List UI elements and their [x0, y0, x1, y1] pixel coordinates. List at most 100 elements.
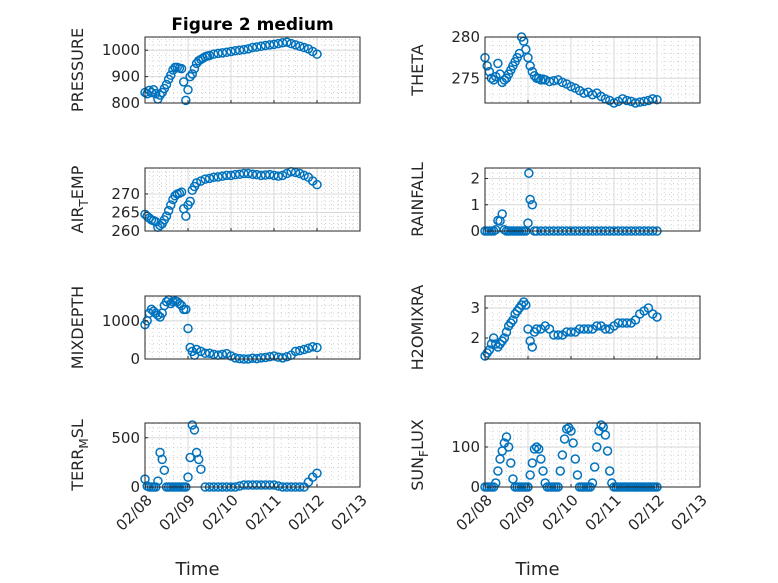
data-point: [482, 61, 492, 71]
data-point: [166, 70, 176, 81]
data-point: [570, 454, 581, 464]
data-point: [549, 75, 559, 86]
data-point: [587, 90, 598, 100]
data-point: [572, 470, 583, 480]
data-point: [189, 63, 200, 74]
data-point: [290, 346, 301, 357]
data-point: [290, 40, 301, 50]
data-point: [185, 196, 195, 207]
y-tick-label: 800: [111, 94, 140, 112]
data-point: [166, 200, 176, 210]
data-point: [295, 345, 305, 356]
axes-box: [144, 167, 361, 232]
data-point: [295, 168, 305, 179]
data-point: [194, 454, 204, 465]
data-point: [523, 52, 533, 63]
data-point: [493, 58, 503, 69]
data-point: [159, 465, 170, 476]
data-point: [525, 194, 535, 205]
data-point: [157, 454, 167, 465]
data-point: [604, 466, 615, 476]
data-point: [161, 211, 172, 221]
data-point: [602, 446, 613, 456]
data-point: [521, 44, 531, 55]
data-point: [234, 45, 245, 55]
data-point: [525, 61, 535, 71]
data-point: [204, 173, 215, 184]
data-point: [592, 321, 602, 331]
data-point: [303, 477, 314, 487]
data-point: [592, 442, 602, 452]
subplot-6: 2 3 H2OMIXRA: [408, 285, 701, 371]
data-point: [506, 458, 516, 468]
data-point: [652, 94, 662, 105]
data-point: [260, 352, 271, 363]
data-point: [531, 442, 542, 452]
y-tick-label: 2: [470, 329, 480, 347]
data-point: [187, 69, 198, 79]
data-point: [189, 425, 200, 435]
y-axis-label: H2OMIXRA: [408, 285, 427, 371]
data-point: [525, 470, 535, 480]
y-axis-label: THETA: [408, 44, 427, 96]
data-point: [299, 42, 309, 53]
data-point: [312, 468, 322, 478]
data-point: [566, 81, 576, 92]
subplot-7: 0 500 02/08 02/09 02/10 02/11 02/12 02/13 TERRMS…: [68, 419, 371, 534]
x-tick-label: 02/08: [453, 491, 496, 534]
data-point: [521, 300, 531, 310]
data-point: [264, 169, 275, 180]
data-point: [589, 462, 600, 472]
data-point: [191, 178, 202, 188]
data-point: [196, 346, 206, 357]
subplot-1: 800 900 1000 PRESSURE Figure 2 medium: [68, 15, 361, 112]
data-point: [312, 49, 322, 59]
data-point: [226, 46, 236, 57]
data-point: [247, 42, 258, 53]
y-tick-label: 280: [451, 28, 480, 46]
data-point: [181, 95, 191, 106]
subplot-8: 0 100 02/08 02/09 02/10 02/11 02/12 02/13 SUNFLU…: [408, 419, 711, 534]
data-point: [495, 454, 505, 464]
data-point: [527, 342, 538, 352]
x-tick-label: 02/11: [582, 491, 625, 534]
data-point: [635, 97, 645, 107]
y-tick-label: 1000: [102, 41, 140, 59]
data-point: [514, 48, 525, 59]
data-point: [559, 434, 570, 444]
x-tick-label: 02/10: [199, 491, 242, 534]
y-tick-label: 270: [111, 185, 140, 203]
data-point: [239, 44, 249, 55]
data-point: [312, 342, 322, 353]
x-tick-label: 02/13: [328, 491, 371, 534]
axes-box: [144, 295, 361, 360]
data-point: [176, 187, 187, 197]
data-point: [183, 472, 193, 482]
data-point: [181, 211, 191, 221]
data-point: [639, 96, 649, 107]
y-axis-label: MIXDEPTH: [68, 286, 87, 369]
data-point: [187, 420, 198, 430]
data-point: [579, 88, 589, 98]
data-point: [501, 432, 512, 442]
data-point: [534, 73, 544, 83]
data-point: [503, 442, 514, 452]
data-point: [183, 323, 193, 334]
data-point: [499, 333, 510, 343]
data-point: [191, 344, 202, 355]
x-tick-label: 02/13: [668, 491, 711, 534]
data-point: [176, 63, 187, 74]
x-axis-label: Time: [174, 559, 219, 580]
data-point: [256, 41, 266, 51]
x-tick-label: 02/09: [496, 491, 539, 534]
y-axis-label: PRESSURE: [68, 28, 87, 112]
data-point: [596, 420, 606, 430]
subplot-4: 0 1 2 RAINFALL: [408, 162, 701, 240]
data-point: [209, 49, 219, 59]
data-point: [568, 438, 578, 448]
data-point: [538, 466, 548, 476]
data-point: [307, 342, 318, 352]
data-point: [161, 79, 172, 90]
